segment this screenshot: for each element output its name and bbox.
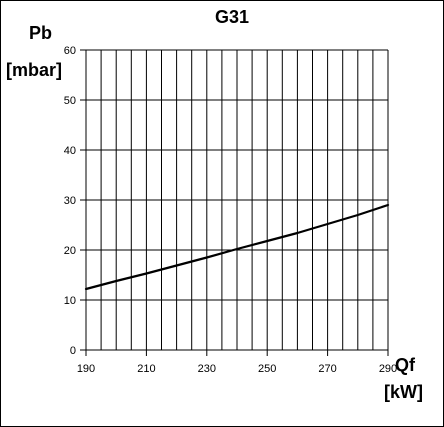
y-tick-label: 0 <box>70 345 76 357</box>
x-tick-label: 270 <box>318 363 336 375</box>
grid-layer <box>85 49 389 351</box>
x-tick-label: 190 <box>77 363 95 375</box>
y-tick-label: 50 <box>64 95 76 107</box>
x-tick-label: 210 <box>137 363 155 375</box>
y-tick-label: 10 <box>64 295 76 307</box>
y-axis-label: Pb <box>29 23 52 43</box>
y-tick-label: 40 <box>64 145 76 157</box>
x-tick-label: 230 <box>198 363 216 375</box>
y-tick-label: 20 <box>64 245 76 257</box>
x-tick-label: 290 <box>379 363 397 375</box>
x-axis-unit: [kW] <box>384 382 423 402</box>
series-layer <box>84 203 390 291</box>
y-tick-label: 30 <box>64 195 76 207</box>
x-axis-label: Qf <box>395 355 416 375</box>
series-line <box>84 203 390 291</box>
y-axis-unit: [mbar] <box>6 60 62 80</box>
x-tick-label: 250 <box>258 363 276 375</box>
y-tick-label: 60 <box>64 45 76 57</box>
tick-layer: 0 10 20 30 40 50 60 190 210 230 250 270 290 <box>64 45 397 375</box>
chart-title: G31 <box>215 7 249 27</box>
